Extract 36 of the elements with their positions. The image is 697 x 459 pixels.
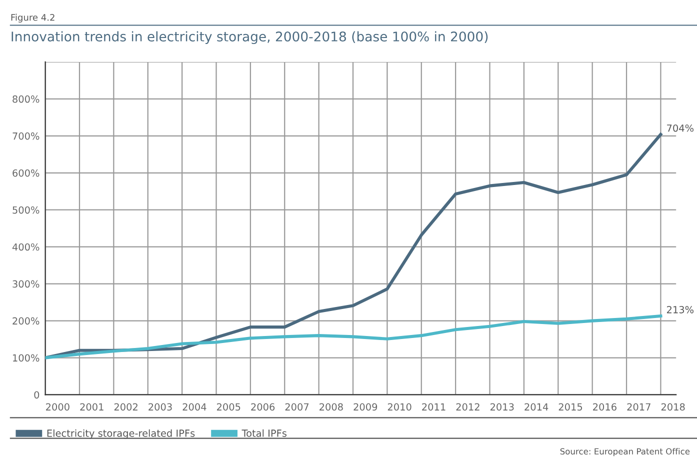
y-tick-label: 500% [12,206,40,214]
x-tick-label: 2007 [285,403,309,411]
x-tick-label: 2008 [320,403,343,411]
x-tick-label: 2014 [524,403,548,411]
x-tick-label: 2000 [46,403,70,411]
legend-label: Total IPFs [242,429,286,437]
x-tick-label: 2013 [490,403,514,411]
chart-subtitle: Figure 4.2 [11,14,54,23]
y-tick-label: 300% [12,280,40,288]
x-tick-label: 2001 [80,403,104,411]
x-tick-label: 2002 [114,403,138,411]
y-tick-label: 200% [12,317,40,325]
legend-label: Electricity storage-related IPFs [47,429,195,439]
x-tick-label: 2006 [251,403,275,411]
x-tick-label: 2003 [148,403,172,411]
x-tick-label: 2009 [354,403,378,411]
x-tick-label: 2012 [456,403,480,411]
x-tick-label: 2016 [593,403,616,411]
data-label: 213% [666,306,694,314]
x-tick-label: 2005 [216,403,240,411]
y-tick-label: 100% [13,354,40,362]
x-tick-label: 2011 [422,403,446,411]
y-tick-label: 400% [12,243,40,251]
x-tick-label: 2004 [182,403,206,411]
x-tick-label: 2017 [627,403,650,411]
y-tick-label: 700% [12,132,40,140]
y-tick-label: 800% [12,95,40,103]
x-tick-label: 2015 [558,403,582,411]
x-tick-label: 2010 [388,403,412,411]
line-series [45,314,662,360]
y-tick-label: 0 [34,391,40,399]
data-label: 704% [667,124,694,132]
y-tick-label: 600% [12,169,40,177]
source-note: Source: European Patent Office [560,448,690,456]
x-tick-label: 2018 [661,403,685,411]
chart-title: Innovation trends in electricity storage, 2000-2018 (base 100% in 2000) [12,31,488,44]
